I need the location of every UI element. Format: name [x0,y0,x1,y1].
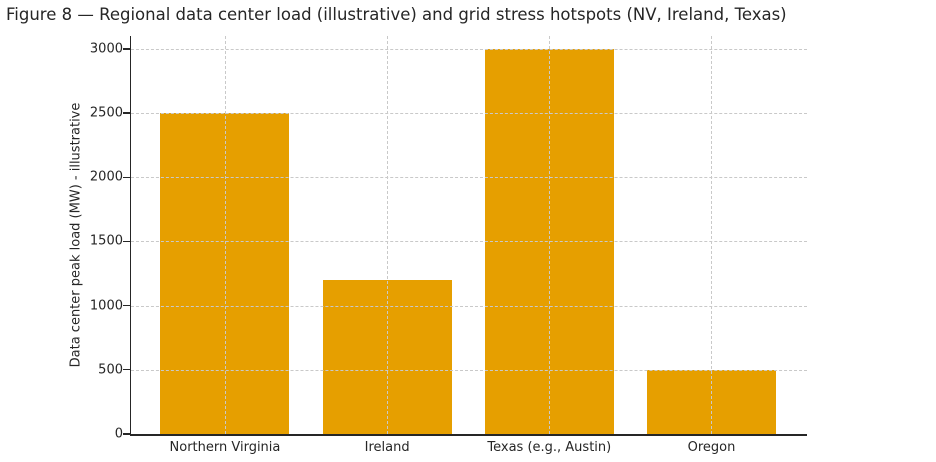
ytick-mark-3000 [123,48,130,50]
x-axis-spine [129,434,807,436]
gridline-y-1500 [131,241,807,243]
ytick-label-0: 0 [114,426,123,442]
gridline-x-northern-virginia [224,36,226,434]
chart-title: Figure 8 — Regional data center load (il… [6,5,787,24]
ytick-label-1000: 1000 [89,298,123,314]
gridline-y-500 [131,369,807,371]
ytick-label-2000: 2000 [89,169,123,185]
ytick-label-2500: 2500 [89,105,123,121]
xtick-label-texas-e-g-austin: Texas (e.g., Austin) [487,440,612,455]
y-axis-label: Data center peak load (MW) - illustrativ… [68,102,84,368]
ytick-mark-0 [123,433,130,435]
xtick-label-ireland: Ireland [364,440,410,455]
ytick-label-1500: 1500 [89,233,123,249]
ytick-label-3000: 3000 [89,41,123,57]
gridline-y-3000 [131,48,807,50]
gridline-x-oregon [711,36,713,434]
ytick-mark-500 [123,369,130,371]
gridline-y-2500 [131,113,807,115]
ytick-mark-1500 [123,240,130,243]
ytick-mark-1000 [123,304,130,307]
ytick-mark-2500 [123,112,130,114]
gridline-y-2000 [131,177,807,179]
gridline-x-ireland [387,36,389,434]
ytick-label-500: 500 [98,362,123,378]
xtick-label-oregon: Oregon [687,440,736,455]
y-axis-spine [129,36,131,434]
gridline-y-1000 [131,305,807,307]
gridline-x-texas-e-g-austin [549,36,551,434]
xtick-label-northern-virginia: Northern Virginia [169,440,281,455]
plot-area: 0 500 1000 1500 2000 2500 3000 [90,36,807,442]
ytick-mark-2000 [123,176,130,178]
